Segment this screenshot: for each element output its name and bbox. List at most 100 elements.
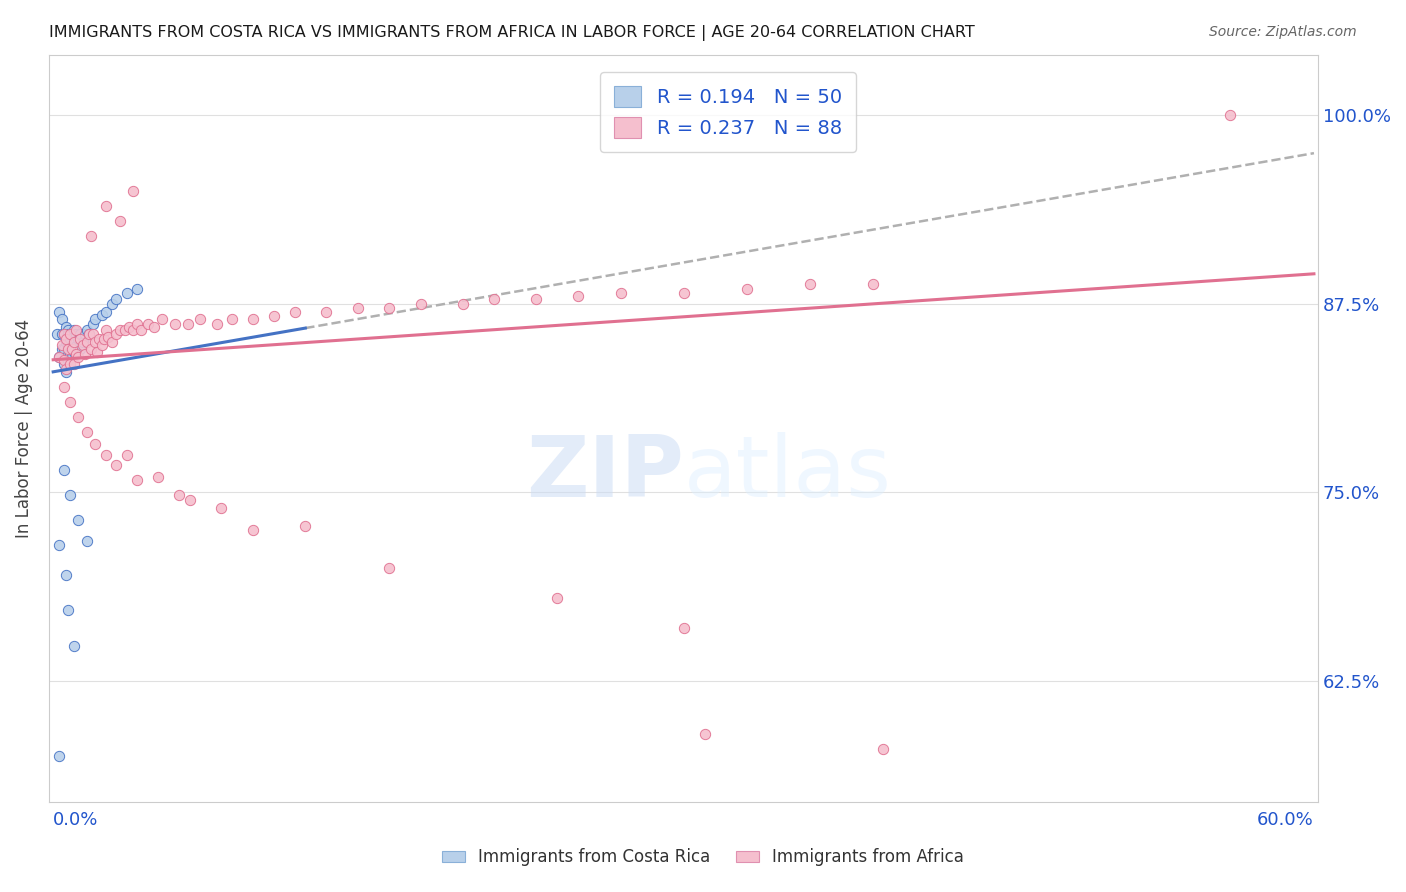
Point <box>67 513 90 527</box>
Point <box>101 334 124 349</box>
Point <box>315 304 337 318</box>
Point <box>55 568 77 582</box>
Point <box>63 334 86 349</box>
Point <box>59 347 82 361</box>
Point <box>872 741 894 756</box>
Point <box>221 312 243 326</box>
Point <box>105 458 128 473</box>
Point <box>77 327 100 342</box>
Point <box>143 319 166 334</box>
Point <box>89 332 111 346</box>
Point <box>82 327 104 342</box>
Point <box>55 319 77 334</box>
Point <box>693 727 716 741</box>
Text: ZIP: ZIP <box>526 432 683 515</box>
Point <box>63 357 86 371</box>
Point <box>378 301 401 316</box>
Point <box>176 317 198 331</box>
Point <box>48 749 70 764</box>
Text: 60.0%: 60.0% <box>1257 811 1315 829</box>
Point <box>56 323 79 337</box>
Point <box>59 488 82 502</box>
Point <box>526 293 548 307</box>
Point <box>55 361 77 376</box>
Point <box>51 312 73 326</box>
Point <box>90 308 112 322</box>
Point <box>56 603 79 617</box>
Point <box>82 317 104 331</box>
Point <box>94 323 117 337</box>
Point <box>76 323 98 337</box>
Point <box>167 488 190 502</box>
Point <box>69 332 91 346</box>
Point <box>73 347 96 361</box>
Point <box>84 334 107 349</box>
Point <box>56 327 79 342</box>
Point <box>67 350 90 364</box>
Point <box>55 350 77 364</box>
Point <box>48 350 70 364</box>
Point <box>56 342 79 356</box>
Text: IMMIGRANTS FROM COSTA RICA VS IMMIGRANTS FROM AFRICA IN LABOR FORCE | AGE 20-64 : IMMIGRANTS FROM COSTA RICA VS IMMIGRANTS… <box>49 25 974 41</box>
Point <box>93 332 115 346</box>
Point <box>72 334 94 349</box>
Point <box>55 332 77 346</box>
Point <box>672 621 695 635</box>
Point <box>51 327 73 342</box>
Point <box>205 317 228 331</box>
Y-axis label: In Labor Force | Age 20-64: In Labor Force | Age 20-64 <box>15 318 32 538</box>
Point <box>122 323 145 337</box>
Point <box>65 347 87 361</box>
Point <box>56 352 79 367</box>
Point <box>73 327 96 342</box>
Point <box>115 286 138 301</box>
Point <box>84 312 107 326</box>
Point <box>67 410 90 425</box>
Text: Source: ZipAtlas.com: Source: ZipAtlas.com <box>1209 25 1357 39</box>
Point <box>59 357 82 371</box>
Point <box>263 309 285 323</box>
Point <box>94 199 117 213</box>
Point <box>114 323 136 337</box>
Point <box>115 448 138 462</box>
Point <box>862 277 884 292</box>
Point <box>188 312 211 326</box>
Point <box>165 317 187 331</box>
Point <box>55 365 77 379</box>
Text: atlas: atlas <box>683 432 891 515</box>
Point <box>52 380 75 394</box>
Point <box>1219 108 1241 122</box>
Point <box>136 317 159 331</box>
Point <box>94 448 117 462</box>
Point <box>110 323 132 337</box>
Point <box>56 337 79 351</box>
Point <box>48 538 70 552</box>
Point <box>148 470 170 484</box>
Point <box>127 474 149 488</box>
Point <box>105 293 128 307</box>
Point <box>242 312 264 326</box>
Point <box>672 286 695 301</box>
Point <box>484 293 506 307</box>
Point <box>80 342 103 356</box>
Point <box>378 561 401 575</box>
Point <box>63 323 86 337</box>
Point <box>52 352 75 367</box>
Point <box>69 327 91 342</box>
Point <box>52 357 75 371</box>
Point <box>609 286 631 301</box>
Point <box>409 297 432 311</box>
Point <box>84 437 107 451</box>
Point <box>60 327 83 342</box>
Point <box>76 425 98 439</box>
Point <box>51 342 73 356</box>
Point <box>94 304 117 318</box>
Point <box>63 640 86 654</box>
Point <box>131 323 153 337</box>
Point <box>127 317 149 331</box>
Point <box>451 297 474 311</box>
Point <box>52 463 75 477</box>
Point <box>80 229 103 244</box>
Legend: Immigrants from Costa Rica, Immigrants from Africa: Immigrants from Costa Rica, Immigrants f… <box>434 842 972 873</box>
Point <box>101 297 124 311</box>
